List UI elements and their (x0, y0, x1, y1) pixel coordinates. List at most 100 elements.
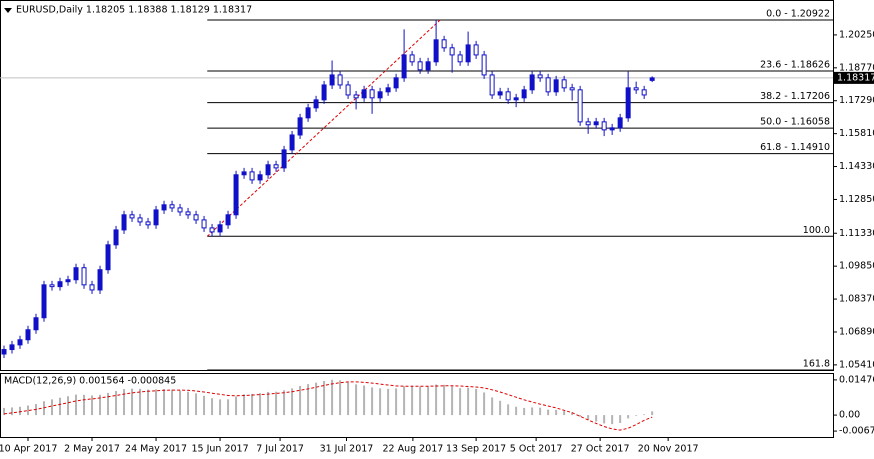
x-tick-label: 24 May 2017 (125, 444, 187, 455)
fib-label: 0.0 - 1.20922 (766, 8, 830, 19)
macd-label: MACD(12,26,9) 0.001564 -0.000845 (4, 376, 176, 387)
candle-body (81, 267, 87, 286)
fib-label: 23.6 - 1.18626 (760, 60, 830, 71)
candle-body (513, 97, 519, 101)
candle-body (25, 329, 31, 341)
y-tick-label: 1.09850 (839, 261, 874, 272)
candle-body (609, 127, 615, 131)
candle-body (73, 267, 79, 281)
y-tick-label: 1.20250 (839, 29, 874, 40)
candle-body (425, 61, 431, 71)
macd-y-tick-label: -0.006713 (839, 426, 874, 437)
candle-body (433, 39, 439, 63)
candle-body (641, 89, 647, 96)
candle-body (393, 77, 399, 89)
candle-body (121, 214, 127, 231)
candle-body (153, 209, 159, 226)
candle-body (257, 174, 263, 181)
candle-body (57, 281, 63, 288)
candle-body (49, 284, 55, 288)
x-tick-label: 5 Oct 2017 (510, 444, 563, 455)
candle-body (449, 47, 455, 56)
candle-body (457, 54, 463, 63)
x-tick-label: 13 Sep 2017 (446, 444, 506, 455)
y-tick-label: 1.08370 (839, 294, 874, 305)
current-price-label: 1.18317 (837, 72, 874, 83)
candle-body (545, 77, 551, 93)
x-tick-label: 22 Aug 2017 (382, 444, 443, 455)
candle-body (161, 204, 167, 211)
candle-body (577, 89, 583, 123)
chart-title: EURUSD,Daily 1.18205 1.18388 1.18129 1.1… (16, 5, 252, 16)
candle-body (345, 84, 351, 96)
x-tick-label: 7 Jul 2017 (256, 444, 304, 455)
candle-body (585, 121, 591, 126)
candle-body (569, 87, 575, 91)
menu-arrow (4, 8, 12, 13)
macd-y-tick-label: 0.014763 (839, 374, 874, 385)
candle-body (321, 84, 327, 101)
fib-label: 61.8 - 1.14910 (760, 142, 830, 153)
candle-body (561, 79, 567, 89)
candle-body (385, 87, 391, 93)
candle-body (1, 349, 7, 355)
candle-body (489, 74, 495, 96)
candle-body (273, 164, 279, 169)
candle-body (409, 54, 415, 63)
candle-body (137, 217, 143, 223)
y-tick-label: 1.12850 (839, 194, 874, 205)
candle-body (209, 227, 215, 233)
candle-body (169, 204, 175, 209)
candle-body (473, 44, 479, 56)
trendline (206, 19, 441, 237)
candle-body (241, 171, 247, 176)
price-pane (0, 0, 834, 371)
candle-body (497, 91, 503, 96)
candle-body (65, 279, 71, 283)
candle-body (505, 91, 511, 101)
candle-body (193, 214, 199, 221)
candle-body (305, 107, 311, 119)
current-price-box (834, 71, 874, 84)
candle-body (329, 74, 335, 86)
candle-body (185, 211, 191, 216)
y-tick-label: 1.15810 (839, 128, 874, 139)
candle-body (177, 207, 183, 213)
macd-y-tick-label: 0.00 (839, 410, 860, 421)
x-tick-label: 10 Apr 2017 (0, 444, 57, 455)
candle-body (9, 344, 15, 351)
candle-body (465, 44, 471, 63)
candle-body (601, 121, 607, 131)
x-tick-label: 27 Oct 2017 (571, 444, 630, 455)
candle-body (481, 54, 487, 76)
candle-body (201, 219, 207, 229)
candle-body (225, 214, 231, 226)
candle-body (297, 117, 303, 136)
candle-body (633, 87, 639, 91)
candle-body (553, 79, 559, 93)
candle-body (337, 74, 343, 86)
y-tick-label: 1.11330 (839, 228, 874, 239)
y-tick-label: 1.14330 (839, 161, 874, 172)
candle-body (41, 284, 47, 319)
y-tick-label: 1.06890 (839, 326, 874, 337)
fib-label: 50.0 - 1.16058 (760, 117, 830, 128)
x-tick-label: 2 May 2017 (64, 444, 120, 455)
x-tick-label: 31 Jul 2017 (320, 444, 374, 455)
candle-body (105, 244, 111, 271)
candle-body (249, 171, 255, 181)
candle-body (145, 221, 151, 226)
candle-body (217, 224, 223, 233)
candle-body (89, 284, 95, 291)
y-tick-label: 1.05410 (839, 359, 874, 370)
candle-body (521, 89, 527, 99)
fib-label: 38.2 - 1.17206 (760, 91, 830, 102)
x-tick-label: 15 Jun 2017 (191, 444, 248, 455)
candle-body (537, 74, 543, 79)
candle-body (281, 149, 287, 169)
candle-body (353, 94, 359, 99)
candle-body (417, 61, 423, 71)
fib-label: 161.8 (803, 358, 830, 369)
